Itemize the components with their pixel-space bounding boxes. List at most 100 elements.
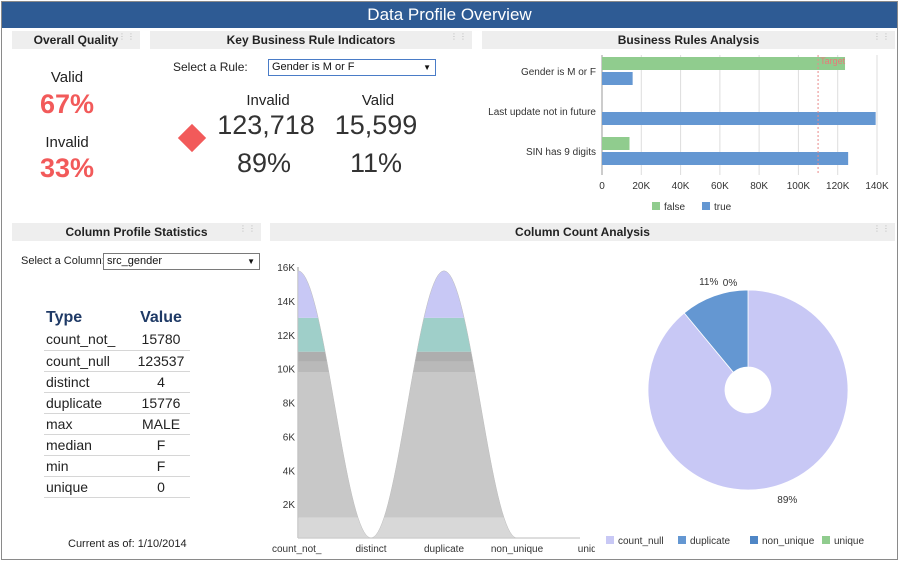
legend-label: duplicate <box>690 536 730 547</box>
stat-type: unique <box>44 476 132 498</box>
bars <box>602 57 876 165</box>
table-row: max MALE <box>44 413 190 435</box>
pie-slice-label: 11% <box>699 277 718 288</box>
drag-grip-icon[interactable]: ⋮⋮ <box>873 224 891 233</box>
column-stats-title: Column Profile Statistics <box>65 225 208 239</box>
y-tick-label: 12K <box>277 331 295 342</box>
indicator-invalid-label: Invalid <box>246 92 290 109</box>
type-column-header: Type <box>46 309 83 326</box>
table-row: min F <box>44 455 190 477</box>
legend-swatch <box>652 202 660 210</box>
y-tick-label: 2K <box>283 500 296 511</box>
x-tick-label: 0 <box>599 181 605 192</box>
area-outline <box>297 270 580 539</box>
legend-label: count_null <box>618 536 664 547</box>
target-label: Target <box>820 56 846 66</box>
column-count-pie-chart: 89% 11% 0% count_null duplicate non_unique uni… <box>606 277 864 547</box>
y-tick-label: 4K <box>283 466 296 477</box>
valid-count: 15,599 <box>334 110 418 140</box>
value-column-header: Value <box>140 309 182 326</box>
dropdown-arrow-icon[interactable]: ▼ <box>247 257 255 266</box>
invalid-count: 123,718 <box>217 110 315 140</box>
x-category-label: distinct <box>355 544 386 555</box>
table-row: duplicate 15776 <box>44 392 190 414</box>
rules-analysis-title: Business Rules Analysis <box>617 33 760 47</box>
drag-grip-icon[interactable]: ⋮⋮ <box>873 32 891 41</box>
table-row: count_not_ 15780 <box>44 329 190 351</box>
bar-false <box>602 137 630 150</box>
drag-grip-icon[interactable]: ⋮⋮ <box>118 32 136 41</box>
pie-slice-label: 89% <box>777 495 797 506</box>
valid-percent-indicator: 11% <box>349 148 403 178</box>
x-category-label: count_not_ <box>272 544 322 555</box>
stat-value: 0 <box>132 476 190 498</box>
drag-grip-icon[interactable]: ⋮⋮ <box>450 32 468 41</box>
overall-quality-header: Overall Quality ⋮⋮ <box>12 31 140 49</box>
column-stats-table: Type Value count_not_ 15780 count_null 1235… <box>44 309 190 498</box>
table-row: count_null 123537 <box>44 350 190 372</box>
invalid-percent-indicator: 89% <box>236 148 292 178</box>
rule-select[interactable]: Gender is M or F ▼ <box>268 59 436 76</box>
stat-type: duplicate <box>44 392 132 414</box>
area-band <box>298 317 580 352</box>
column-select-label: Select a Column: <box>21 255 105 267</box>
x-category-label: uniqu <box>578 544 595 555</box>
overall-quality-title: Overall Quality <box>33 33 119 47</box>
stat-value: 15780 <box>132 329 190 351</box>
category-label: Gender is M or F <box>521 67 596 78</box>
column-stats-header: Column Profile Statistics ⋮⋮ <box>12 223 261 241</box>
legend-label: non_unique <box>762 536 815 547</box>
bar-true <box>602 72 633 85</box>
indicator-valid-label: Valid <box>361 92 395 109</box>
table-row: median F <box>44 434 190 456</box>
drag-grip-icon[interactable]: ⋮⋮ <box>239 224 257 233</box>
y-tick-label: 6K <box>283 432 296 443</box>
legend-swatch <box>822 536 830 544</box>
rules-analysis-header: Business Rules Analysis ⋮⋮ <box>482 31 895 49</box>
legend-label: true <box>714 202 732 213</box>
category-label: SIN has 9 digits <box>526 147 596 158</box>
y-tick-label: 14K <box>277 297 295 308</box>
pie-slice-label: 0% <box>723 278 738 289</box>
pie-slice-duplicate <box>683 289 749 373</box>
x-tick-label: 40K <box>672 181 690 192</box>
column-count-area-chart: 2K 4K 6K 8K 10K 12K 14K 16K count_not_ distinct du… <box>272 263 595 555</box>
stat-value: F <box>132 455 190 477</box>
stat-value: MALE <box>132 413 190 435</box>
valid-percent: 67% <box>39 89 95 119</box>
business-rules-bar-chart: 0 20K 40K 60K 80K 100K 120K 140K Gender is M or … <box>488 55 889 213</box>
stat-value: 15776 <box>132 392 190 414</box>
x-category-label: non_unique <box>491 544 544 555</box>
area-band <box>298 270 580 318</box>
column-select-value: src_gender <box>107 255 163 267</box>
table-row: distinct 4 <box>44 371 190 393</box>
x-category-label: duplicate <box>424 544 464 555</box>
legend-swatch <box>702 202 710 210</box>
column-select[interactable]: src_gender ▼ <box>103 253 260 270</box>
stat-type: count_not_ <box>44 329 132 351</box>
stat-value: F <box>132 434 190 456</box>
stat-type: max <box>44 413 132 435</box>
x-tick-label: 100K <box>787 181 811 192</box>
table-header-row: Type Value <box>44 309 190 329</box>
legend-swatch <box>678 536 686 544</box>
x-tick-label: 140K <box>865 181 889 192</box>
x-tick-label: 60K <box>711 181 729 192</box>
invalid-label: Invalid <box>45 134 89 151</box>
rule-select-value: Gender is M or F <box>272 61 355 73</box>
count-analysis-header: Column Count Analysis ⋮⋮ <box>270 223 895 241</box>
key-indicators-title: Key Business Rule Indicators <box>226 33 396 47</box>
dropdown-arrow-icon[interactable]: ▼ <box>423 63 431 72</box>
legend-swatch <box>750 536 758 544</box>
area-band <box>298 517 580 538</box>
legend-swatch <box>606 536 614 544</box>
count-analysis-title: Column Count Analysis <box>515 225 650 239</box>
stat-type: median <box>44 434 132 456</box>
area-band <box>298 372 580 518</box>
area-band <box>298 361 580 373</box>
bar-false <box>602 57 846 70</box>
stat-value: 4 <box>132 371 190 393</box>
invalid-percent: 33% <box>39 153 95 183</box>
table-row: unique 0 <box>44 476 190 498</box>
